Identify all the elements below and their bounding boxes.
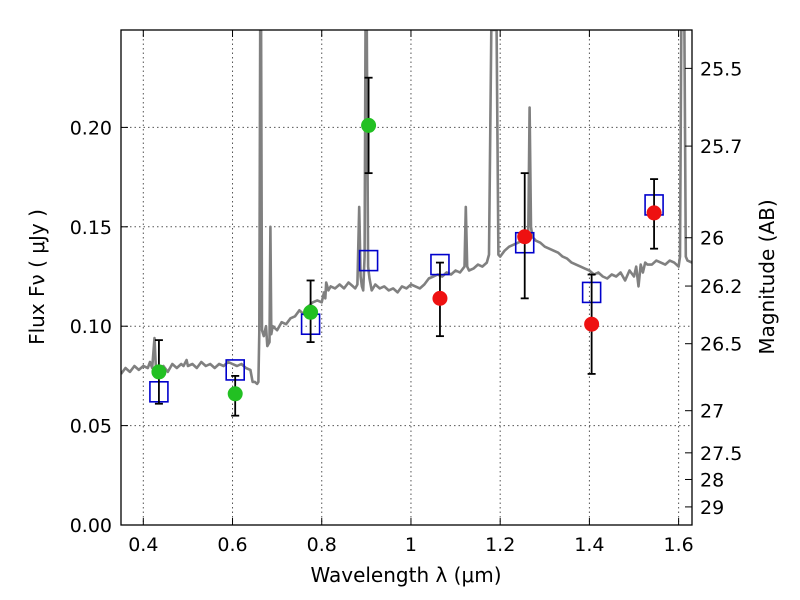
y2-tick-label: 26.5 — [700, 334, 742, 356]
grid-lines — [121, 30, 692, 525]
red-data-point — [432, 290, 448, 306]
x-tick-label: 1.4 — [574, 534, 604, 556]
axis-ticks: 0.4 0.6 0.8 1 1.2 1.4 1.6 0.00 0.05 0.10 0.15 0.20 2… — [70, 30, 742, 556]
y2-tick-label: 29 — [700, 497, 724, 519]
y2-tick-label: 28 — [700, 469, 724, 491]
y2-tick-label: 25.5 — [700, 58, 742, 80]
data-markers — [149, 76, 664, 417]
y-tick-label: 0.05 — [70, 416, 112, 438]
red-data-point — [584, 316, 600, 332]
red-data-point — [646, 205, 662, 221]
plot-background — [121, 30, 692, 525]
plot-frame — [120, 29, 693, 526]
y-tick-label: 0.10 — [70, 316, 112, 338]
green-data-point — [303, 304, 319, 320]
y2-axis-title: Magnitude (AB) — [755, 199, 779, 354]
y2-tick-label: 27.5 — [700, 443, 742, 465]
model-square-marker — [358, 249, 379, 272]
y2-tick-label: 27 — [700, 401, 724, 423]
y-axis-title: Flux Fν ( μJy ) — [25, 209, 49, 345]
y2-tick-label: 26.2 — [700, 276, 742, 298]
red-data-point — [517, 229, 533, 245]
x-tick-label: 1.2 — [485, 534, 515, 556]
x-tick-label: 0.8 — [307, 534, 337, 556]
x-tick-label: 1 — [405, 534, 417, 556]
y-tick-label: 0.15 — [70, 217, 112, 239]
y2-tick-label: 26 — [700, 228, 724, 250]
x-tick-label: 1.6 — [664, 534, 694, 556]
y-tick-label: 0.20 — [70, 117, 112, 139]
green-data-point — [361, 117, 377, 133]
y-tick-label: 0.00 — [70, 515, 112, 537]
x-tick-label: 0.6 — [217, 534, 247, 556]
green-data-point — [151, 364, 167, 380]
x-axis-title: Wavelength λ (μm) — [310, 563, 501, 587]
green-data-point — [227, 386, 243, 402]
x-tick-label: 0.4 — [128, 534, 158, 556]
y2-tick-label: 25.7 — [700, 136, 742, 158]
